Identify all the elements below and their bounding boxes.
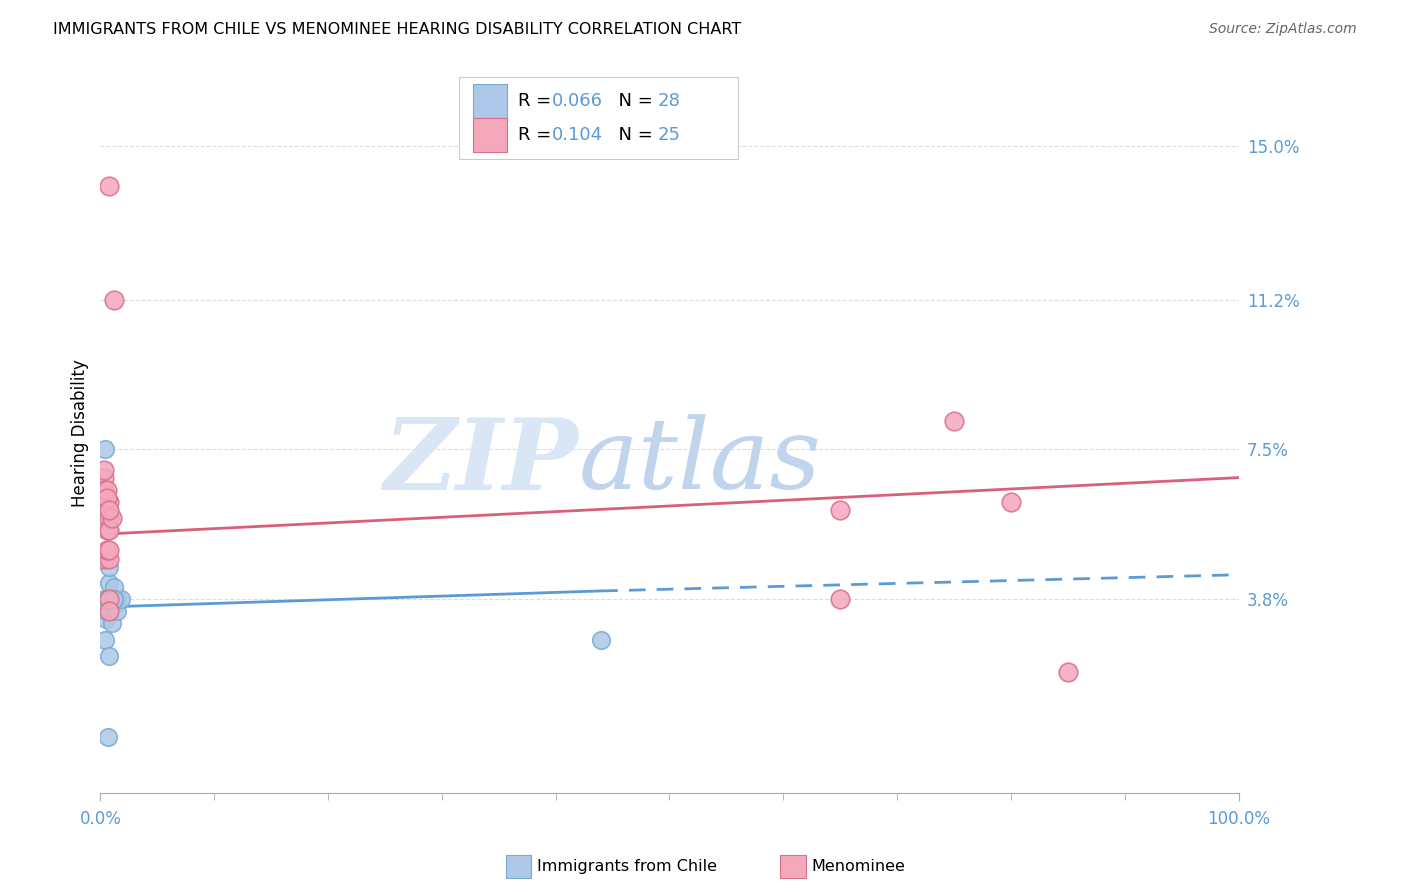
Text: 0.066: 0.066 [553, 92, 603, 110]
Point [1000, 495, 1022, 509]
Point [98, 604, 121, 618]
Point [93, 470, 115, 484]
Point [96, 483, 118, 497]
Text: 28: 28 [658, 92, 681, 110]
Point [103, 592, 125, 607]
Point [96, 491, 118, 505]
Point [97, 592, 120, 607]
Point [98, 495, 121, 509]
Point [98, 575, 121, 590]
Point [94, 592, 117, 607]
Point [96, 523, 118, 537]
Point [103, 592, 125, 607]
Text: 25: 25 [658, 126, 681, 144]
Point [98, 179, 121, 194]
Point [98, 551, 121, 566]
Point [100, 511, 122, 525]
Point [94, 592, 117, 607]
Text: N =: N = [607, 126, 658, 144]
Text: ZIP: ZIP [384, 414, 578, 510]
Point [97, 730, 120, 744]
Point [93, 551, 115, 566]
Text: Immigrants from Chile: Immigrants from Chile [537, 859, 717, 873]
Point [103, 592, 125, 607]
Text: 0.104: 0.104 [553, 126, 603, 144]
Point [103, 293, 125, 307]
Y-axis label: Hearing Disability: Hearing Disability [72, 359, 89, 507]
Point [107, 596, 129, 610]
Point [98, 523, 121, 537]
Point [94, 600, 117, 615]
Point [98, 592, 121, 607]
Point [94, 632, 117, 647]
Point [1056, 665, 1078, 679]
Point [96, 543, 118, 558]
Text: R =: R = [517, 92, 557, 110]
Text: N =: N = [607, 92, 658, 110]
Point [100, 592, 122, 607]
Point [943, 414, 966, 428]
Point [100, 596, 122, 610]
Point [98, 604, 121, 618]
Point [97, 523, 120, 537]
Point [110, 592, 132, 607]
Point [94, 592, 117, 607]
Text: atlas: atlas [578, 414, 821, 509]
Point [94, 503, 117, 517]
Bar [472, 118, 506, 153]
Point [98, 511, 121, 525]
Text: IMMIGRANTS FROM CHILE VS MENOMINEE HEARING DISABILITY CORRELATION CHART: IMMIGRANTS FROM CHILE VS MENOMINEE HEARI… [53, 22, 742, 37]
Point [98, 648, 121, 663]
FancyBboxPatch shape [458, 77, 738, 160]
Point [94, 612, 117, 626]
Point [107, 592, 129, 607]
Bar [472, 84, 506, 119]
Point [100, 616, 122, 631]
Point [107, 604, 129, 618]
Point [94, 604, 117, 618]
Point [98, 559, 121, 574]
Point [103, 580, 125, 594]
Text: R =: R = [517, 126, 557, 144]
Text: Menominee: Menominee [811, 859, 905, 873]
Text: Source: ZipAtlas.com: Source: ZipAtlas.com [1209, 22, 1357, 37]
Point [830, 592, 852, 607]
Point [93, 462, 115, 476]
Point [94, 442, 117, 457]
Point [591, 632, 613, 647]
Point [98, 543, 121, 558]
Point [93, 483, 115, 497]
Point [98, 592, 121, 607]
Point [98, 503, 121, 517]
Point [830, 503, 852, 517]
